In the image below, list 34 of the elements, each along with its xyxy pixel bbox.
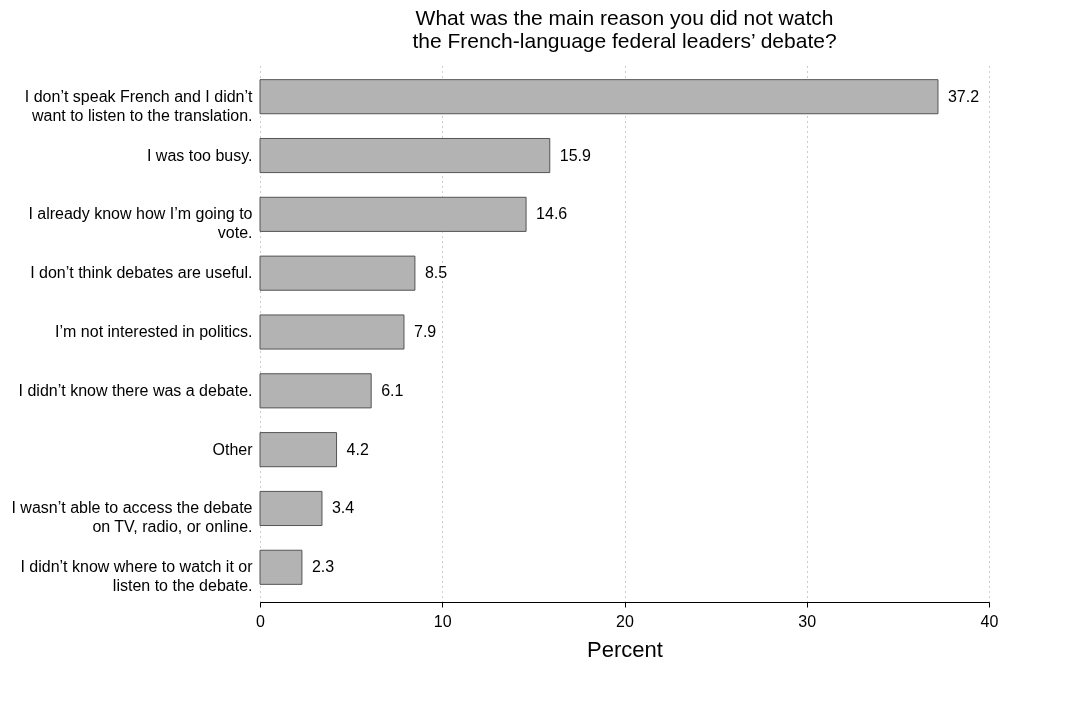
data-label: 3.4 (331, 499, 355, 517)
x-tick-label: 30 (798, 612, 817, 630)
y-tick-label: I don’t speak French and I didn’t want to listen to the translation. (24, 87, 254, 124)
bar (259, 373, 372, 409)
y-tick-label: I didn’t know there was a debate. (18, 381, 253, 399)
x-tick-label: 40 (980, 612, 999, 630)
bar (259, 549, 303, 585)
y-tick-label: I already know how I’m going to vote. (28, 205, 253, 242)
data-label: 14.6 (536, 205, 568, 223)
y-tick-label: I was too busy. (146, 146, 253, 164)
y-tick-label: I wasn’t able to access the debate on TV, radio, or online. (11, 499, 253, 536)
bar (259, 196, 527, 232)
y-tick-label: I don’t think debates are useful. (30, 264, 253, 282)
x-tick-label: 0 (256, 612, 266, 630)
x-tick-label: 10 (433, 612, 452, 630)
data-label: 6.1 (381, 381, 404, 399)
chart-title: What was the main reason you did not watch the French-language federal leaders’ debate? (412, 6, 837, 52)
x-axis-title: Percent (587, 636, 663, 662)
data-label: 7.9 (413, 323, 437, 340)
bar (259, 255, 416, 291)
y-tick-label: I’m not interested in politics. (55, 323, 253, 340)
data-label: 15.9 (559, 146, 592, 164)
bar (259, 490, 323, 527)
bar (259, 432, 338, 468)
data-label: 4.2 (346, 440, 369, 458)
bar (259, 137, 551, 174)
y-tick-label: I didn’t know where to watch it or listen to the debate. (20, 558, 254, 595)
data-label: 8.5 (424, 264, 448, 282)
y-tick-label: Other (212, 440, 254, 458)
data-label: 2.3 (311, 558, 335, 576)
x-tick-label: 20 (616, 612, 634, 630)
data-label: 37.2 (947, 87, 980, 105)
bar (259, 79, 939, 115)
bar (259, 314, 405, 350)
